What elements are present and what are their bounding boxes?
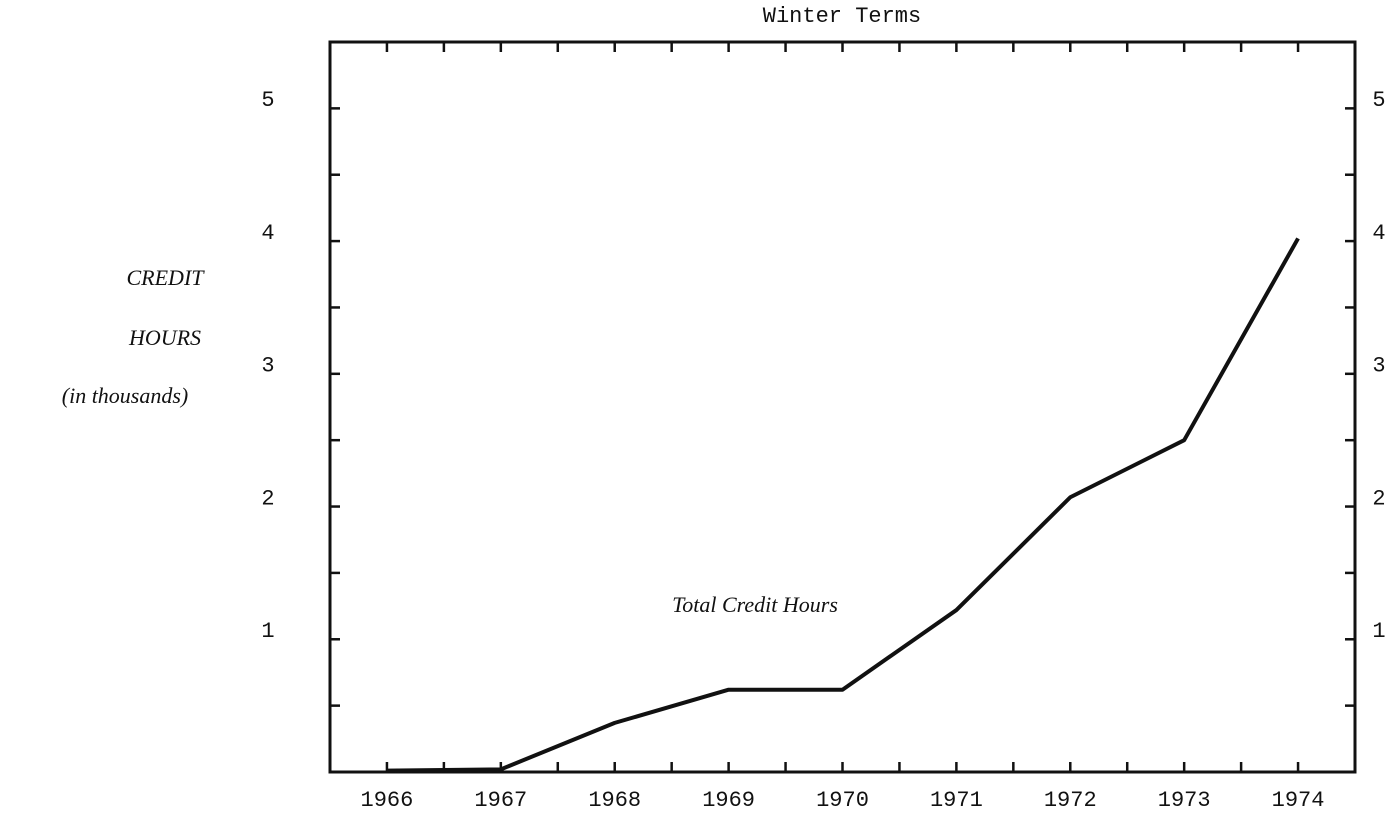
y-tick-label: 1 [261,619,274,644]
x-tick-label: 1966 [361,788,414,813]
y2-tick-label: 5 [1372,88,1385,113]
y-axis-label: (in thousands) [62,383,189,408]
x-tick-label: 1973 [1158,788,1211,813]
y-axis-label: CREDIT [127,265,206,290]
x-tick-label: 1972 [1044,788,1097,813]
annotation: Total Credit Hours [672,592,838,617]
y2-tick-label: 3 [1372,354,1385,379]
x-tick-label: 1969 [702,788,755,813]
y-tick-label: 3 [261,354,274,379]
x-tick-label: 1971 [930,788,983,813]
y-axis-label: HOURS [128,325,201,350]
y2-tick-label: 4 [1372,221,1385,246]
y2-tick-label: 1 [1372,619,1385,644]
y-tick-label: 5 [261,88,274,113]
chart-title: Winter Terms [763,4,921,29]
data-line [386,237,1300,773]
y2-tick-label: 2 [1372,486,1385,511]
x-tick-label: 1968 [588,788,641,813]
x-tick-label: 1967 [474,788,527,813]
x-tick-label: 1970 [816,788,869,813]
x-tick-label: 1974 [1272,788,1325,813]
y-tick-label: 2 [261,486,274,511]
y-tick-label: 4 [261,221,274,246]
